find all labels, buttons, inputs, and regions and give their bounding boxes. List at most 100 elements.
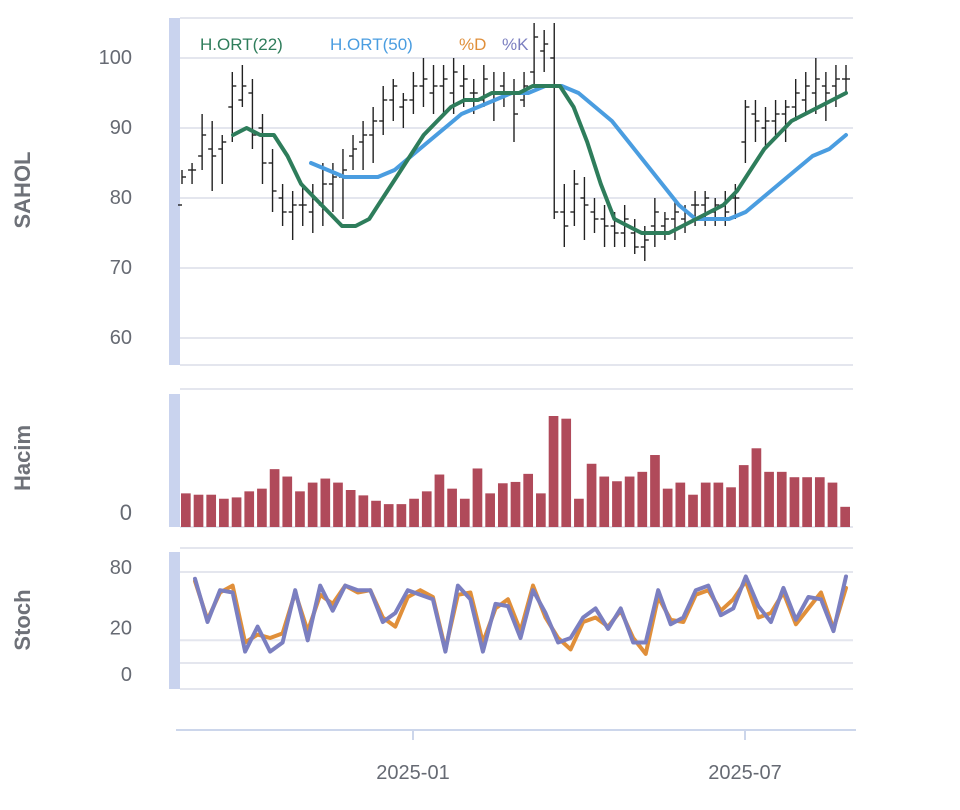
ohlc-bar	[238, 65, 247, 107]
volume-bar	[827, 482, 838, 527]
volume-bar	[523, 473, 534, 527]
ohlc-bar	[409, 72, 418, 114]
price-tick-label: 90	[110, 117, 132, 139]
ohlc-bar	[560, 184, 569, 247]
ohlc-bar	[278, 184, 287, 226]
volume-bar	[726, 487, 736, 527]
volume-bar	[193, 494, 204, 527]
ohlc-bar	[258, 114, 267, 184]
ohlc-bar	[318, 163, 327, 226]
y-axis-label-sahol: SAHOL	[10, 152, 35, 229]
ohlc-bar	[389, 79, 398, 121]
volume-bar	[358, 495, 369, 527]
volume-bar	[497, 483, 508, 527]
volume-bar	[244, 491, 255, 527]
ohlc-bar	[178, 170, 186, 206]
volume-bar	[257, 488, 267, 527]
legend-item-ort50[interactable]: H.ORT(50)	[330, 35, 413, 54]
ohlc-bar	[842, 65, 850, 93]
volume-bar	[561, 418, 572, 527]
ohlc-bar	[741, 100, 750, 163]
volume-bar	[713, 482, 724, 527]
volume-bar	[586, 463, 597, 527]
ohlc-bar	[801, 72, 810, 114]
ohlc-bar	[771, 100, 780, 135]
ohlc-bar	[751, 100, 760, 142]
ohlc-bar	[650, 198, 659, 247]
volume-bar	[802, 477, 812, 527]
ohlc-bar	[821, 72, 830, 121]
volume-bar	[307, 482, 318, 527]
volume-bar	[536, 493, 546, 527]
volume-bar	[320, 478, 331, 527]
volume-bar	[383, 504, 394, 527]
ohlc-bar	[630, 219, 639, 254]
ohlc-bar	[600, 205, 609, 247]
volume-bar	[206, 494, 217, 527]
volume-bar	[421, 491, 432, 527]
volume-bar	[599, 476, 610, 527]
volume-bar	[396, 504, 407, 527]
ohlc-bar	[359, 121, 368, 170]
legend-item-ort22[interactable]: H.ORT(22)	[200, 35, 283, 54]
stoch-tick-label: 0	[121, 664, 132, 686]
ohlc-bar	[228, 72, 237, 142]
volume-bar	[612, 481, 622, 527]
ohlc-bar	[540, 30, 549, 72]
ohlc-bar	[590, 198, 599, 233]
volume-bar	[345, 490, 356, 527]
volume-bar	[574, 498, 584, 527]
ohlc-bar	[761, 107, 770, 149]
volume-bar	[472, 468, 483, 527]
ohlc-bar	[188, 163, 197, 184]
volume-bar	[814, 477, 825, 527]
volume-bar	[459, 498, 470, 527]
ohlc-bar	[379, 86, 388, 135]
volume-bar	[700, 482, 711, 527]
volume-bar	[675, 482, 686, 527]
price-tick-label: 60	[110, 327, 132, 349]
ohlc-bar	[208, 121, 217, 191]
y-axis-label-stoch: Stoch	[10, 589, 35, 650]
volume-bar	[282, 476, 293, 527]
ohlc-bar	[338, 149, 347, 219]
volume-bar	[181, 493, 191, 527]
volume-bar	[688, 494, 698, 527]
series-line-k	[193, 574, 848, 654]
x-axis-tick-label: 2025-07	[708, 762, 781, 784]
price-tick-label: 70	[110, 257, 132, 279]
volume-bar	[637, 471, 648, 527]
price-tick-label: 100	[99, 47, 132, 69]
panel-scroll-bar	[169, 552, 180, 689]
volume-bar	[510, 481, 521, 527]
ohlc-bar	[248, 79, 257, 149]
ohlc-bar	[298, 184, 307, 226]
ohlc-bar	[570, 170, 579, 226]
volume-bar	[447, 488, 457, 527]
ohlc-bar	[660, 212, 669, 240]
price-panel: SAHOL 60 70 80 90 100	[10, 17, 853, 366]
volume-bar	[485, 493, 495, 527]
volume-bar	[231, 497, 242, 527]
x-axis: 2025-01 2025-07	[176, 729, 856, 784]
panel-scroll-bar	[169, 18, 180, 365]
series-line-ort22	[231, 84, 848, 235]
ohlc-bar	[530, 23, 539, 86]
ohlc-bar	[198, 114, 207, 170]
stoch-panel: Stoch 0 20 80	[10, 547, 853, 690]
volume-bar	[371, 500, 381, 527]
legend[interactable]: H.ORT(22) H.ORT(50) %D %K	[200, 35, 529, 54]
legend-item-k[interactable]: %K	[502, 35, 529, 54]
volume-bar	[434, 474, 445, 527]
ohlc-bar	[218, 135, 227, 184]
ohlc-bar	[499, 72, 508, 107]
volume-bar	[409, 498, 419, 527]
volume-bar	[738, 465, 749, 527]
volume-bar	[776, 471, 787, 527]
x-axis-tick-label: 2025-01	[376, 762, 449, 784]
ohlc-bar	[670, 198, 679, 240]
ohlc-bar	[510, 79, 518, 142]
ohlc-bar	[781, 100, 790, 142]
legend-item-d[interactable]: %D	[459, 35, 486, 54]
